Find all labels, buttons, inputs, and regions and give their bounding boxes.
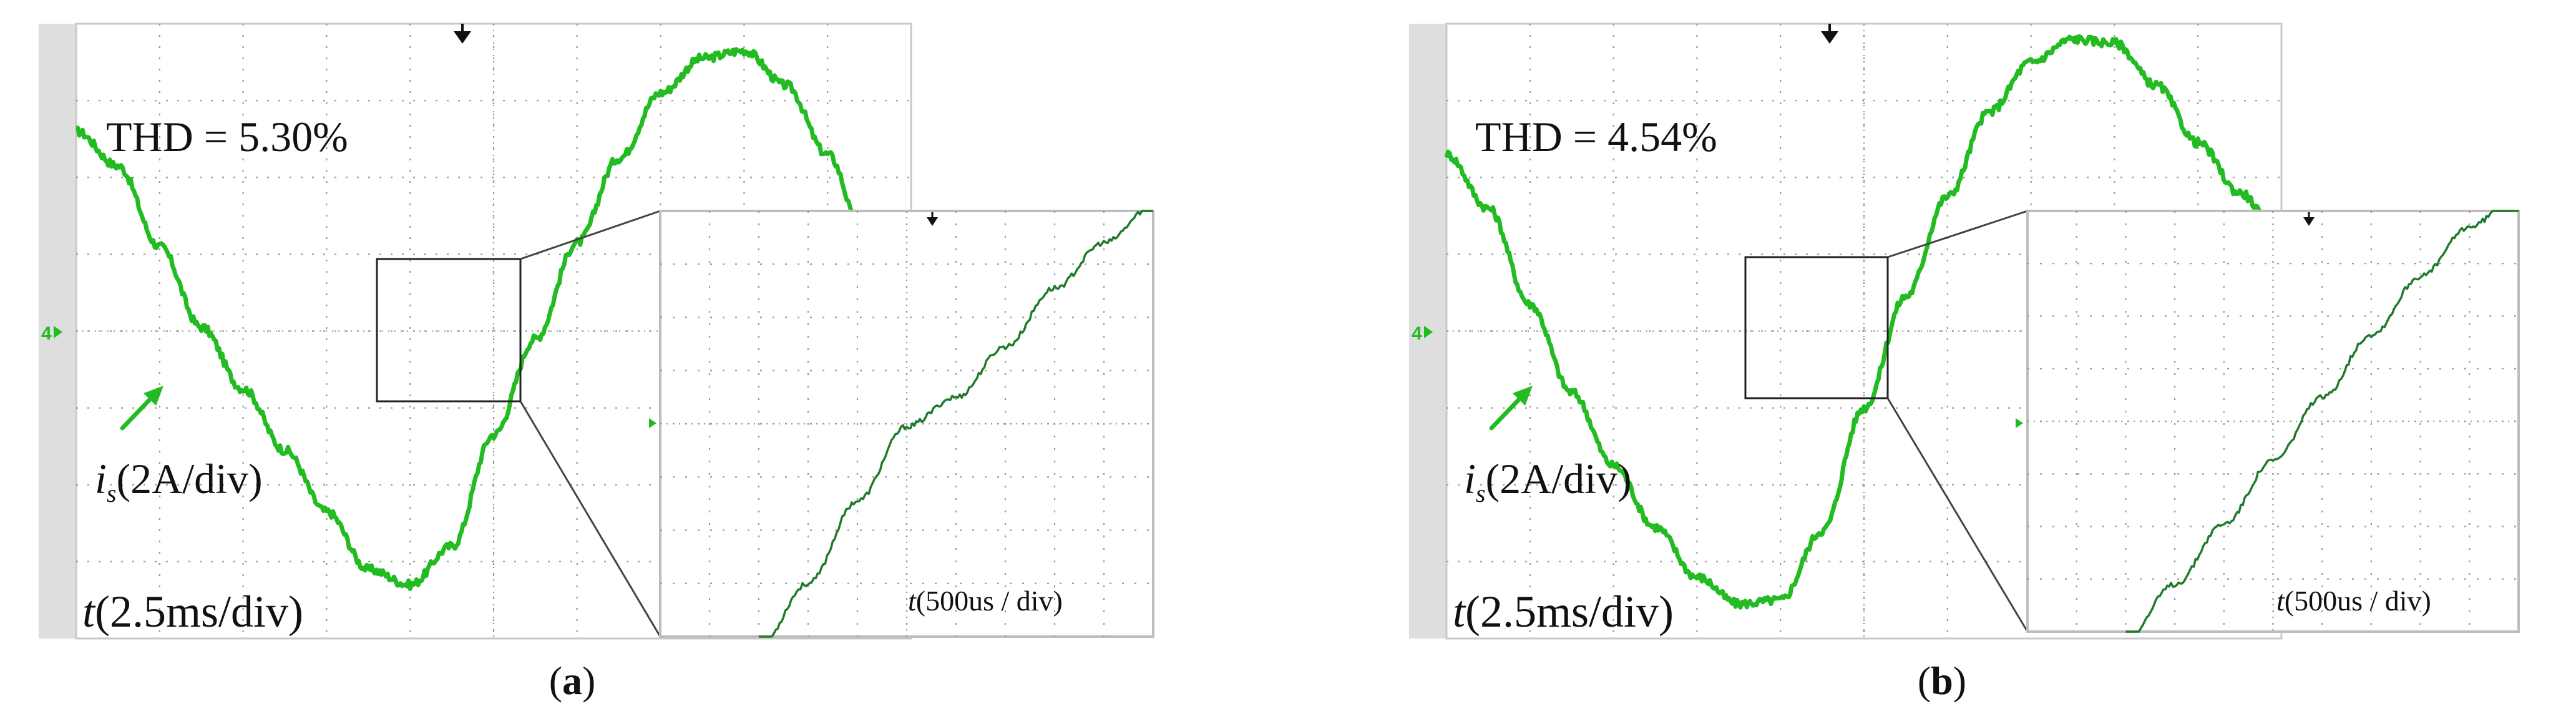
trigger-arrow-down-icon bbox=[454, 24, 471, 44]
thd-label: THD = 5.30% bbox=[106, 113, 348, 160]
inset-current-trace bbox=[759, 210, 1153, 638]
inset-time-label: t(500us / div) bbox=[908, 585, 1063, 617]
main-series-line bbox=[1444, 34, 2283, 610]
current-scale-label: is(2A/div) bbox=[95, 455, 263, 507]
inset-series-line bbox=[2125, 210, 2519, 633]
svg-text:4: 4 bbox=[1412, 323, 1422, 344]
inset-time-symbol: t bbox=[908, 585, 917, 617]
svg-text:4: 4 bbox=[41, 323, 52, 344]
time-unit: (2.5ms/div) bbox=[1465, 587, 1674, 637]
caption-close-paren: ) bbox=[1953, 658, 1966, 703]
inset-time-unit: (500us / div) bbox=[916, 585, 1063, 617]
inset-trigger-arrow-down-icon bbox=[2303, 212, 2315, 226]
inset-ground-marker-icon bbox=[649, 418, 656, 428]
scope-grid bbox=[76, 24, 911, 638]
inset-grid bbox=[2027, 211, 2519, 632]
time-scale-label: t(2.5ms/div) bbox=[1453, 587, 1674, 637]
caption-open-paren: ( bbox=[549, 658, 562, 703]
current-trace bbox=[76, 47, 914, 591]
zoom-inset: t(500us / div) bbox=[649, 210, 1154, 638]
inset-ground-marker-icon bbox=[2016, 418, 2023, 428]
time-unit: (2.5ms/div) bbox=[95, 587, 303, 637]
caption-letter: a bbox=[562, 658, 582, 703]
inset-time-symbol: t bbox=[2276, 585, 2285, 617]
zoom-connector-bottom bbox=[519, 401, 661, 637]
panel-b: 4 t(500us / div) THD = 4.54% bbox=[1409, 22, 2520, 703]
trigger-arrow-down-icon bbox=[1821, 24, 1838, 44]
current-scale-label: is(2A/div) bbox=[1464, 455, 1632, 507]
inset-trigger-arrow-down-icon bbox=[927, 212, 938, 226]
inset-time-label: t(500us / div) bbox=[2276, 585, 2431, 617]
zoom-selection-box bbox=[376, 258, 522, 403]
current-subscript: s bbox=[107, 479, 117, 507]
current-subscript: s bbox=[1476, 479, 1486, 507]
zoom-connector-top bbox=[1887, 210, 2028, 258]
current-symbol: i bbox=[95, 455, 107, 502]
arrow-pointer-icon bbox=[1489, 386, 1533, 431]
inset-time-unit: (500us / div) bbox=[2285, 585, 2431, 617]
current-trace bbox=[1444, 34, 2283, 610]
time-scale-label: t(2.5ms/div) bbox=[82, 587, 303, 637]
inset-grid bbox=[660, 211, 1153, 637]
thd-label: THD = 4.54% bbox=[1475, 113, 1717, 160]
zoom-inset: t(500us / div) bbox=[2016, 210, 2520, 633]
caption-letter: b bbox=[1931, 658, 1953, 703]
time-symbol: t bbox=[82, 587, 96, 637]
channel-ground-marker-icon: 4 bbox=[41, 323, 62, 344]
panel-caption: (a) bbox=[549, 658, 596, 703]
inset-series-line bbox=[759, 210, 1153, 638]
zoom-connector-bottom bbox=[1886, 398, 2029, 632]
panel-a: 4 t(500us / div) THD = 5.30% bbox=[39, 22, 1154, 703]
time-symbol: t bbox=[1453, 587, 1466, 637]
panel-caption: (b) bbox=[1918, 658, 1966, 703]
inset-current-trace bbox=[2125, 210, 2519, 633]
zoom-selection-box bbox=[1744, 256, 1889, 399]
current-symbol: i bbox=[1464, 455, 1476, 502]
channel-ground-marker-icon: 4 bbox=[1412, 323, 1433, 344]
caption-open-paren: ( bbox=[1918, 658, 1931, 703]
current-unit: (2A/div) bbox=[1485, 455, 1631, 502]
arrow-pointer-icon bbox=[120, 386, 163, 431]
zoom-connector-top bbox=[520, 210, 661, 260]
current-unit: (2A/div) bbox=[116, 455, 262, 502]
caption-close-paren: ) bbox=[582, 658, 595, 703]
main-series-line bbox=[76, 47, 914, 591]
